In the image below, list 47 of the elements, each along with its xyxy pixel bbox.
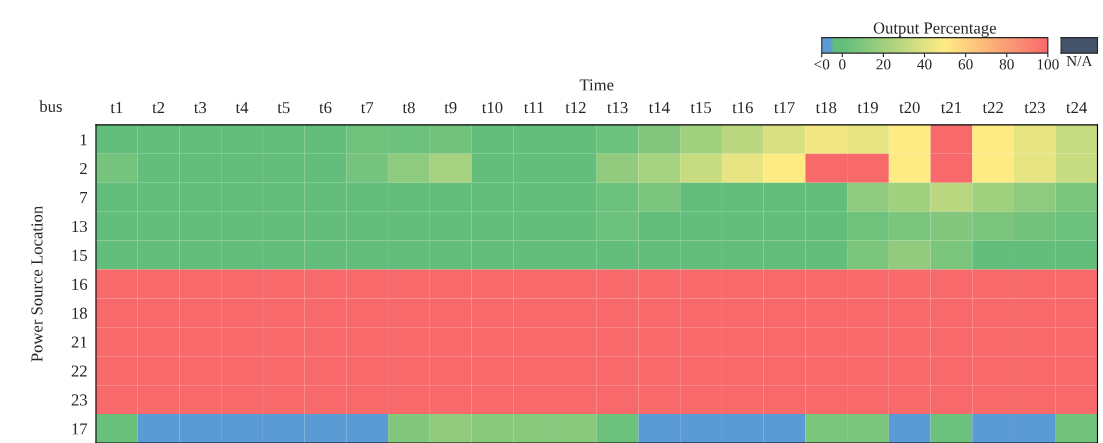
x-tick-label: t14 <box>648 102 670 114</box>
x-axis-title: Time <box>579 79 614 91</box>
x-tick-label: t4 <box>235 102 249 114</box>
x-tick-label: t16 <box>732 102 753 114</box>
x-tick-label: t10 <box>481 101 503 114</box>
x-tick-label: t7 <box>360 102 374 114</box>
x-tick-label: t21 <box>940 102 962 114</box>
x-tick-label: t13 <box>607 102 628 114</box>
x-tick-label: t12 <box>565 102 586 114</box>
color-bar-label: 60 <box>958 59 973 70</box>
x-tick-label: t2 <box>152 102 165 114</box>
y-tick-label: 7 <box>80 192 88 203</box>
y-tick-label: 21 <box>71 336 87 348</box>
y-tick-label: 17 <box>72 423 88 435</box>
color-bar-label: 40 <box>917 59 932 70</box>
x-tick-label: t6 <box>319 102 332 114</box>
x-tick-label: t19 <box>857 102 878 114</box>
y-tick-label: 15 <box>72 249 87 261</box>
x-tick-label: t8 <box>402 101 415 114</box>
y-tick-label: 1 <box>80 134 87 146</box>
text: bus <box>39 100 62 112</box>
text: N/A <box>1066 56 1093 67</box>
x-tick-label: t15 <box>690 102 712 114</box>
x-tick-label: t9 <box>444 102 457 114</box>
x-tick-label: t22 <box>982 102 1003 114</box>
y-axis-title: Power Source Location <box>31 206 43 362</box>
color-bar-label: 20 <box>876 59 891 70</box>
color-bar-label: 80 <box>999 59 1014 70</box>
y-tick-label: 23 <box>71 394 87 406</box>
x-tick-label: t23 <box>1024 102 1045 114</box>
x-tick-label: t11 <box>523 102 544 114</box>
color-bar-label: <0 <box>814 59 830 70</box>
x-tick-label: t1 <box>110 102 123 114</box>
x-tick-label: t20 <box>899 101 920 114</box>
x-tick-label: t24 <box>1066 102 1088 114</box>
y-tick-label: 13 <box>72 220 87 233</box>
color-bar-label: 100 <box>1037 59 1059 70</box>
y-tick-label: 2 <box>80 163 87 175</box>
color-bar-title: Output Percentage <box>873 22 996 38</box>
y-tick-label: 22 <box>71 365 87 377</box>
y-tick-label: 18 <box>72 307 87 319</box>
y-tick-label: 16 <box>72 278 88 290</box>
x-tick-label: t18 <box>815 101 837 114</box>
color-bar-label: 0 <box>839 59 846 70</box>
x-tick-label: t17 <box>774 102 795 114</box>
x-tick-label: t3 <box>193 102 207 114</box>
x-tick-label: t5 <box>277 102 290 114</box>
